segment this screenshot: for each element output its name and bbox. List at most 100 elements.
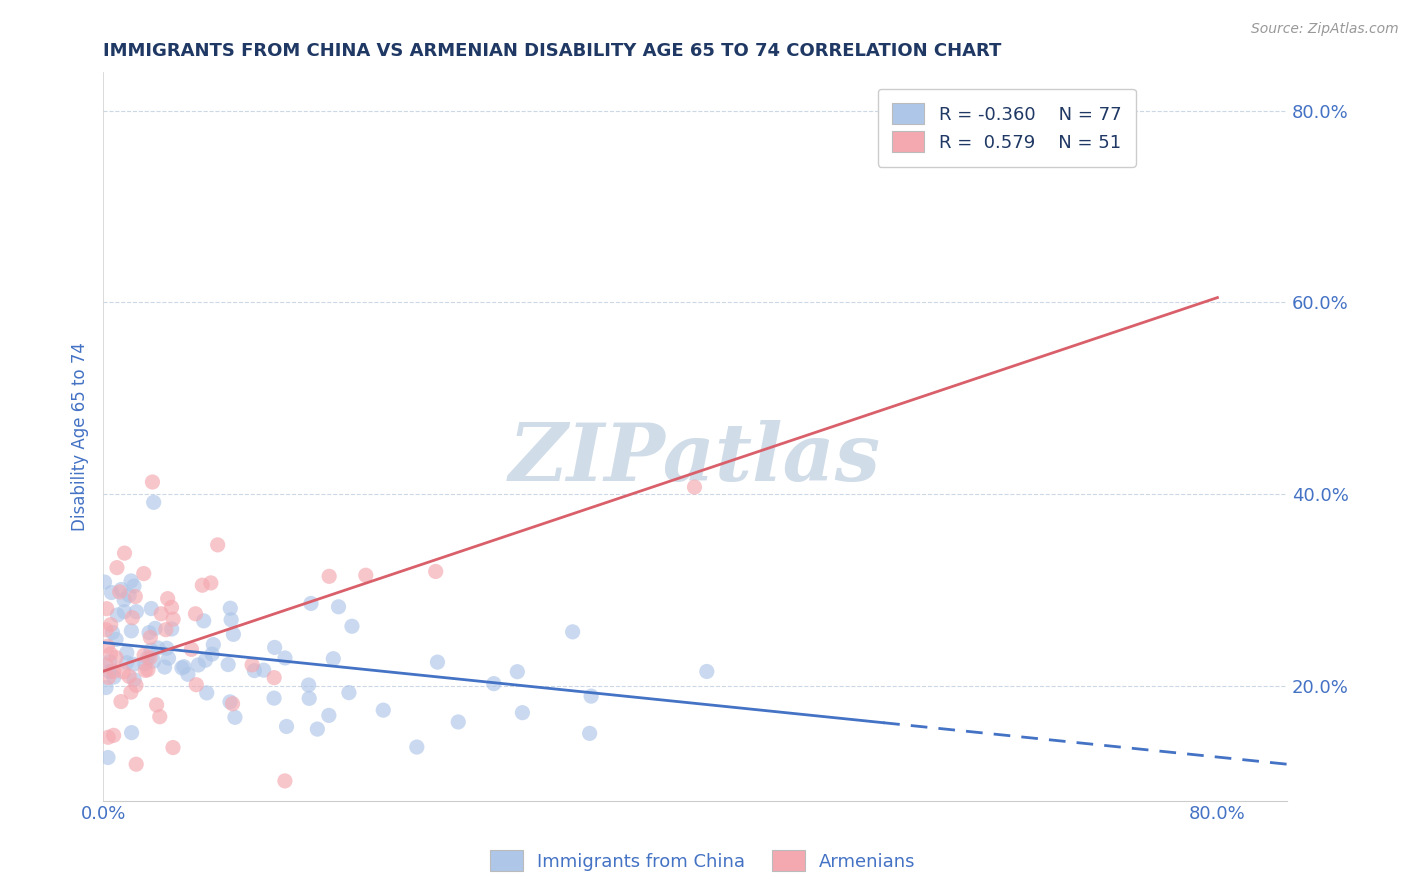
Point bbox=[122, 673, 145, 687]
Point bbox=[683, 480, 706, 494]
Point bbox=[141, 475, 163, 489]
Point bbox=[122, 657, 145, 672]
Point bbox=[173, 659, 195, 673]
Point bbox=[426, 655, 449, 669]
Point bbox=[125, 678, 148, 692]
Point bbox=[506, 665, 529, 679]
Point bbox=[219, 613, 242, 627]
Point bbox=[156, 641, 179, 656]
Point bbox=[103, 728, 125, 742]
Point bbox=[150, 607, 173, 621]
Point bbox=[142, 654, 165, 668]
Point bbox=[307, 722, 329, 736]
Point bbox=[263, 691, 285, 706]
Point bbox=[94, 681, 117, 695]
Point bbox=[696, 665, 718, 679]
Point bbox=[124, 590, 146, 604]
Point bbox=[221, 697, 243, 711]
Point bbox=[105, 650, 128, 665]
Point bbox=[200, 575, 222, 590]
Point bbox=[447, 714, 470, 729]
Point bbox=[162, 740, 184, 755]
Point bbox=[120, 685, 142, 699]
Point bbox=[112, 665, 135, 679]
Point bbox=[121, 610, 143, 624]
Point bbox=[263, 640, 285, 655]
Point bbox=[96, 639, 118, 653]
Point bbox=[263, 671, 285, 685]
Point bbox=[318, 569, 340, 583]
Legend: Immigrants from China, Armenians: Immigrants from China, Armenians bbox=[484, 843, 922, 879]
Point bbox=[425, 565, 447, 579]
Point bbox=[110, 582, 132, 597]
Point bbox=[194, 653, 217, 667]
Point bbox=[118, 669, 141, 683]
Text: ZIPatlas: ZIPatlas bbox=[509, 419, 882, 497]
Point bbox=[195, 686, 218, 700]
Point bbox=[222, 627, 245, 641]
Point bbox=[132, 566, 155, 581]
Point bbox=[298, 691, 321, 706]
Point bbox=[340, 619, 363, 633]
Point bbox=[134, 648, 156, 663]
Point bbox=[103, 665, 125, 679]
Point bbox=[100, 647, 122, 661]
Point bbox=[177, 667, 200, 681]
Point bbox=[274, 773, 297, 788]
Point bbox=[105, 632, 128, 647]
Point bbox=[274, 651, 297, 665]
Point bbox=[170, 661, 193, 675]
Point bbox=[100, 617, 122, 632]
Point bbox=[114, 546, 136, 560]
Point bbox=[93, 575, 115, 590]
Y-axis label: Disability Age 65 to 74: Disability Age 65 to 74 bbox=[72, 343, 89, 531]
Point bbox=[153, 660, 176, 674]
Point bbox=[162, 612, 184, 626]
Point bbox=[149, 709, 172, 723]
Point bbox=[191, 578, 214, 592]
Point bbox=[125, 605, 148, 619]
Point bbox=[107, 607, 129, 622]
Point bbox=[121, 725, 143, 739]
Point bbox=[224, 710, 246, 724]
Point bbox=[405, 739, 427, 754]
Point bbox=[141, 601, 163, 615]
Point bbox=[118, 588, 141, 602]
Point bbox=[157, 651, 180, 665]
Point bbox=[160, 600, 183, 615]
Point bbox=[98, 665, 121, 679]
Text: Source: ZipAtlas.com: Source: ZipAtlas.com bbox=[1251, 22, 1399, 37]
Point bbox=[579, 689, 602, 703]
Point bbox=[101, 625, 124, 640]
Point bbox=[97, 750, 120, 764]
Point bbox=[186, 678, 208, 692]
Point bbox=[138, 625, 160, 640]
Point bbox=[146, 640, 169, 655]
Point bbox=[94, 658, 117, 673]
Point bbox=[122, 579, 145, 593]
Point bbox=[125, 757, 148, 772]
Point bbox=[155, 623, 177, 637]
Legend: R = -0.360    N = 77, R =  0.579    N = 51: R = -0.360 N = 77, R = 0.579 N = 51 bbox=[877, 88, 1136, 167]
Point bbox=[120, 624, 142, 638]
Point bbox=[139, 650, 162, 665]
Point bbox=[94, 623, 117, 637]
Point bbox=[240, 657, 263, 672]
Point bbox=[354, 568, 377, 582]
Point bbox=[115, 646, 138, 660]
Point bbox=[253, 663, 276, 677]
Point bbox=[120, 574, 142, 588]
Point bbox=[202, 638, 225, 652]
Point bbox=[160, 622, 183, 636]
Point bbox=[219, 601, 242, 615]
Point bbox=[187, 657, 209, 672]
Point bbox=[97, 671, 120, 685]
Point bbox=[139, 643, 162, 657]
Point bbox=[145, 698, 167, 712]
Point bbox=[328, 599, 350, 614]
Point bbox=[578, 726, 600, 740]
Point bbox=[207, 538, 229, 552]
Point bbox=[201, 647, 224, 661]
Point bbox=[103, 670, 125, 684]
Point bbox=[98, 655, 121, 669]
